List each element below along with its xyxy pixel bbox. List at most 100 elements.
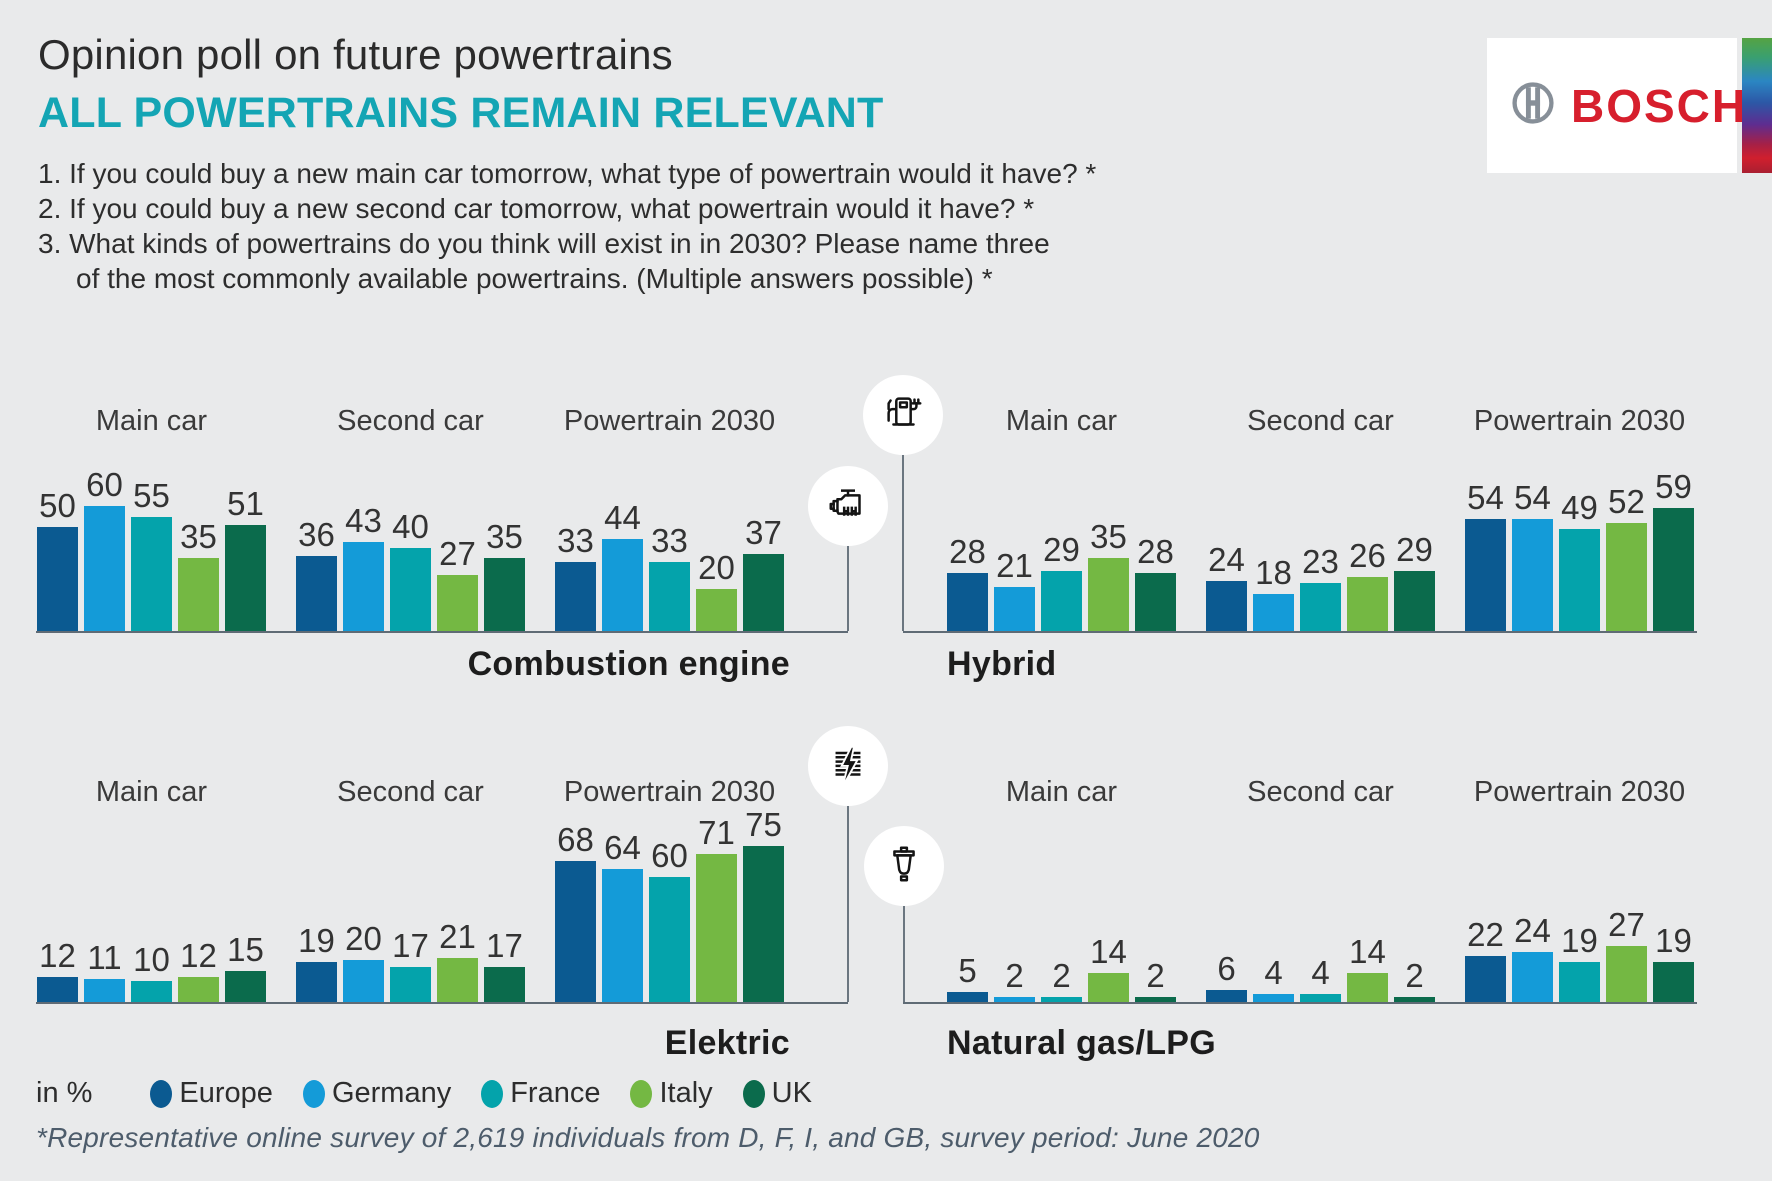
- bar: [296, 962, 337, 1002]
- question-line-3: 3. What kinds of powertrains do you thin…: [38, 228, 1050, 259]
- bar-group: 68 64 60 71 75: [555, 808, 784, 1002]
- bar-germany: 64: [602, 831, 643, 1002]
- bar-value: 27: [1608, 905, 1645, 943]
- bar-uk: 37: [743, 516, 784, 631]
- bar: [296, 556, 337, 631]
- bar-germany: 44: [602, 501, 643, 631]
- bar-value: 19: [1655, 922, 1692, 960]
- legend-label: UK: [771, 1077, 812, 1109]
- bar-europe: 28: [947, 535, 988, 631]
- bar-value: 19: [298, 922, 335, 960]
- bar: [1347, 576, 1388, 631]
- bar-value: 28: [1137, 532, 1174, 570]
- footnote: *Representative online survey of 2,619 i…: [36, 1122, 1260, 1153]
- bar: [994, 587, 1035, 631]
- bar-germany: 2: [994, 959, 1035, 1002]
- chart-title: Natural gas/LPG: [947, 1024, 1217, 1062]
- bar: [1606, 522, 1647, 631]
- bar-france: 29: [1041, 533, 1082, 631]
- bar: [602, 539, 643, 631]
- bar: [1559, 529, 1600, 631]
- bar: [994, 997, 1035, 1002]
- bar-value: 20: [698, 549, 735, 587]
- bar-uk: 28: [1135, 535, 1176, 631]
- bar-italy: 26: [1347, 539, 1388, 631]
- bar-value: 54: [1514, 478, 1551, 516]
- bar: [1653, 962, 1694, 1002]
- bar-france: 2: [1041, 959, 1082, 1002]
- bar-value: 35: [486, 518, 523, 556]
- bar-value: 68: [557, 820, 594, 858]
- bar: [649, 877, 690, 1002]
- survey-questions: 1. If you could buy a new main car tomor…: [38, 156, 1096, 296]
- bar-value: 49: [1561, 489, 1598, 527]
- legend-label: France: [510, 1077, 601, 1109]
- bar-germany: 54: [1512, 481, 1553, 631]
- bar-value: 15: [227, 930, 264, 968]
- question-line-1: 1. If you could buy a new main car tomor…: [38, 158, 1097, 189]
- bar: [1253, 593, 1294, 631]
- bar: [1512, 518, 1553, 631]
- legend-label: Germany: [331, 1077, 452, 1109]
- bar-value: 55: [133, 476, 170, 514]
- bar-value: 33: [557, 522, 594, 560]
- bar-uk: 51: [225, 487, 266, 631]
- bar: [1206, 989, 1247, 1002]
- bar-europe: 54: [1465, 481, 1506, 631]
- bar-france: 17: [390, 929, 431, 1002]
- bar-europe: 6: [1206, 952, 1247, 1002]
- bar: [37, 527, 78, 631]
- bar: [947, 572, 988, 631]
- question-line-4: of the most commonly available powertrai…: [76, 263, 993, 294]
- bar-group: 36 43 40 27 35: [296, 504, 525, 631]
- bar-uk: 59: [1653, 470, 1694, 631]
- bar-germany: 18: [1253, 556, 1294, 631]
- bar-value: 24: [1208, 541, 1245, 579]
- chart-baseline: [903, 1002, 1697, 1004]
- bar-value: 59: [1655, 468, 1692, 506]
- bar-value: 35: [1090, 518, 1127, 556]
- bar-italy: 52: [1606, 485, 1647, 631]
- bar-value: 22: [1467, 916, 1504, 954]
- bar: [1041, 997, 1082, 1002]
- bar-value: 2: [1052, 957, 1071, 994]
- connector-line: [903, 866, 905, 1002]
- bars-area: 28 21 29 35 28 24 18 23 26 29 54 54 49 52 59: [947, 470, 1694, 631]
- bar: [84, 979, 125, 1002]
- bar: [696, 854, 737, 1002]
- bar: [743, 554, 784, 631]
- bar-value: 12: [180, 937, 217, 975]
- bar-group: 19 20 17 21 17: [296, 920, 525, 1002]
- bar-france: 55: [131, 479, 172, 631]
- bar: [390, 547, 431, 631]
- bosch-logo: BOSCH: [1487, 38, 1745, 173]
- bar-italy: 27: [437, 537, 478, 631]
- chart-baseline: [903, 631, 1697, 633]
- bar-value: 60: [651, 837, 688, 875]
- bar-italy: 21: [437, 920, 478, 1002]
- bar: [1135, 997, 1176, 1002]
- bar-value: 17: [392, 926, 429, 964]
- bar-group: 24 18 23 26 29: [1206, 533, 1435, 631]
- bar-value: 43: [345, 501, 382, 539]
- bar-uk: 19: [1653, 924, 1694, 1002]
- bar-europe: 12: [37, 939, 78, 1002]
- bar-value: 64: [604, 828, 641, 866]
- group-label: Second car: [337, 405, 484, 437]
- bar: [437, 574, 478, 631]
- legend-item-germany: Germany: [302, 1077, 452, 1110]
- bar: [1606, 945, 1647, 1002]
- bar: [555, 562, 596, 631]
- group-label: Main car: [1005, 405, 1118, 437]
- ev-charging-station-icon: [880, 390, 926, 441]
- bars-area: 50 60 55 35 51 36 43 40 27 35 33 44 33 20 37: [37, 468, 784, 631]
- bar-france: 4: [1300, 956, 1341, 1002]
- bar-italy: 20: [696, 551, 737, 631]
- bar-value: 24: [1514, 912, 1551, 950]
- bar: [390, 966, 431, 1002]
- bar-uk: 35: [484, 520, 525, 631]
- battery-lightning-icon: [825, 741, 871, 792]
- bar-group: 54 54 49 52 59: [1465, 470, 1694, 631]
- bar-value: 36: [298, 516, 335, 554]
- bar-group: 50 60 55 35 51: [37, 468, 266, 631]
